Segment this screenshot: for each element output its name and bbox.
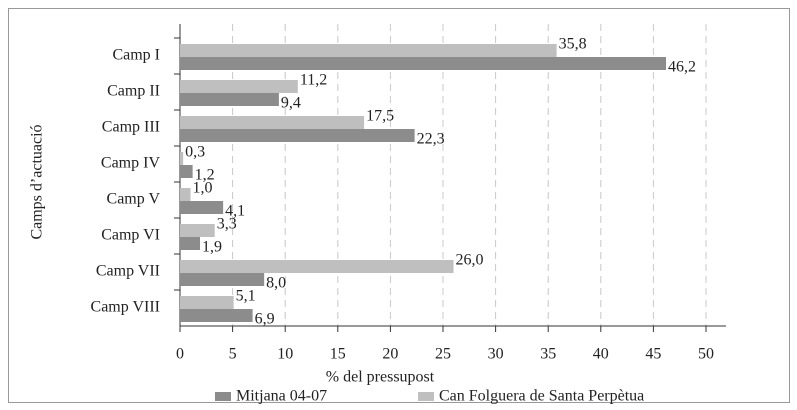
bar	[180, 165, 193, 178]
x-tick-label: 45	[645, 346, 661, 363]
x-tick-label: 15	[330, 346, 346, 363]
bar	[180, 93, 279, 106]
x-tick-label: 0	[176, 346, 184, 363]
data-label: 5,1	[236, 288, 256, 305]
data-label: 22,3	[417, 131, 445, 148]
legend-swatch	[418, 392, 434, 401]
data-label: 1,2	[195, 167, 215, 184]
y-tick-label: Camp VII	[96, 263, 160, 280]
chart-frame	[8, 8, 790, 403]
y-axis-label: Camps d’actuació	[29, 124, 46, 239]
data-label: 8,0	[266, 275, 286, 292]
y-tick-label: Camp IV	[101, 155, 161, 172]
y-tick-label: Camp VI	[101, 227, 160, 244]
x-tick-label: 25	[435, 346, 451, 363]
y-tick-label: Camp III	[102, 119, 160, 136]
y-tick-label: Camp V	[107, 191, 161, 208]
data-label: 3,3	[217, 216, 237, 233]
x-tick-label: 10	[277, 346, 293, 363]
data-label: 26,0	[456, 252, 484, 269]
y-tick-label: Camp VIII	[91, 299, 160, 316]
data-label: 35,8	[559, 36, 587, 53]
x-tick-label: 20	[382, 346, 398, 363]
bar	[180, 296, 234, 309]
data-label: 1,0	[193, 180, 213, 197]
bar	[180, 57, 667, 70]
legend-swatch	[215, 392, 231, 401]
data-label: 0,3	[185, 144, 205, 161]
bar	[180, 237, 200, 250]
data-label: 4,1	[225, 203, 245, 220]
y-tick-label: Camp II	[107, 83, 160, 100]
bar	[180, 129, 415, 142]
x-tick-label: 40	[593, 346, 609, 363]
x-axis-label: % del pressupost	[326, 369, 435, 386]
bar	[180, 80, 298, 93]
bar	[180, 201, 224, 214]
data-label: 1,9	[202, 239, 222, 256]
bar	[180, 44, 557, 57]
bar	[180, 309, 253, 322]
x-tick-label: 35	[540, 346, 556, 363]
bar	[180, 116, 365, 129]
x-tick-label: 50	[698, 346, 714, 363]
bar	[180, 260, 454, 273]
bar	[180, 188, 191, 201]
data-label: 46,2	[668, 59, 696, 76]
bar	[180, 273, 265, 286]
legend-label: Mitjana 04-07	[236, 388, 327, 405]
data-label: 11,2	[300, 72, 327, 89]
bar	[180, 152, 184, 165]
legend-label: Can Folguera de Santa Perpètua	[439, 388, 644, 405]
bar	[180, 224, 215, 237]
data-label: 17,5	[366, 108, 394, 125]
data-label: 9,4	[281, 95, 301, 112]
y-tick-label: Camp I	[112, 47, 160, 64]
x-tick-label: 5	[229, 346, 237, 363]
data-label: 6,9	[255, 311, 275, 328]
x-tick-label: 30	[488, 346, 504, 363]
